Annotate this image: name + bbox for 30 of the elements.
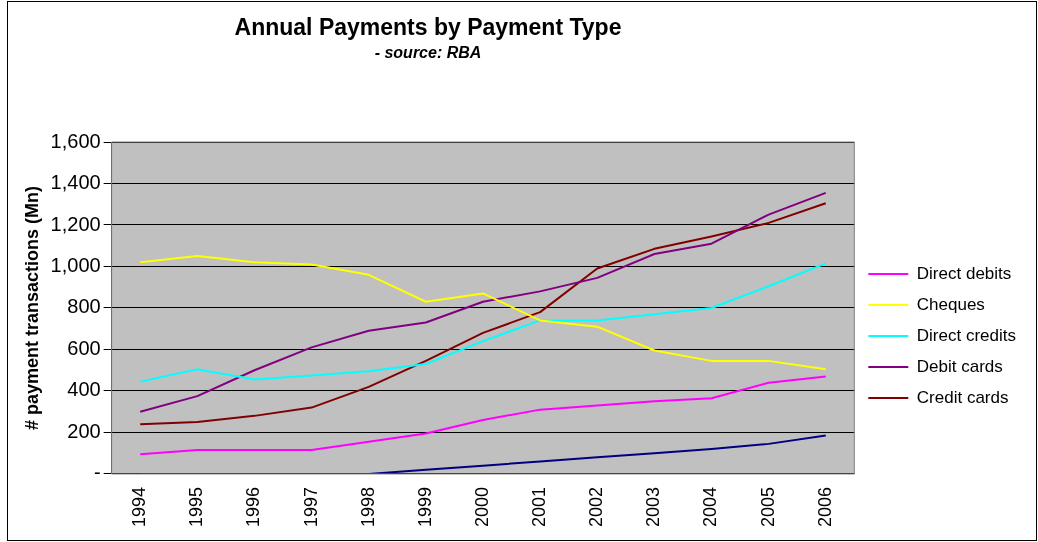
x-tick-label: 1994 (129, 486, 150, 527)
x-tick-label: 2003 (643, 486, 664, 527)
x-tick-label: 2004 (700, 486, 721, 527)
legend-label: Debit cards (916, 356, 1003, 376)
y-tick-label: 800 (67, 295, 101, 318)
chart-title: Annual Payments by Payment Type (233, 14, 623, 41)
legend-label: Cheques (916, 294, 985, 314)
x-tick-label: 1999 (414, 486, 435, 527)
x-tick-label: 1997 (300, 486, 321, 527)
x-tick-label: 2001 (529, 486, 550, 527)
y-tick-label: 400 (67, 378, 101, 401)
y-tick-label: 1,400 (50, 171, 101, 194)
y-tick-label: 1,200 (50, 212, 101, 235)
y-tick-label: 1,000 (50, 254, 101, 276)
y-axis-title: # payment transactions (Mn) (21, 185, 42, 430)
x-tick-label: 1996 (243, 486, 264, 527)
x-tick-label: 1998 (357, 486, 378, 527)
chart-subtitle: - source: RBA (373, 44, 483, 62)
legend-label: Direct credits (916, 325, 1016, 345)
x-tick-label: 2005 (757, 486, 778, 527)
legend-label: Credit cards (916, 387, 1009, 407)
y-tick-label: 1,600 (50, 129, 101, 152)
legend-label: Direct debits (916, 263, 1012, 283)
x-tick-label: 2000 (471, 486, 492, 527)
y-tick-label: 600 (67, 336, 101, 359)
y-tick-label: - (93, 461, 101, 484)
x-tick-label: 1995 (186, 486, 207, 527)
x-tick-label: 2006 (814, 486, 835, 527)
y-tick-label: 200 (67, 419, 101, 442)
x-tick-label: 2002 (586, 486, 607, 527)
